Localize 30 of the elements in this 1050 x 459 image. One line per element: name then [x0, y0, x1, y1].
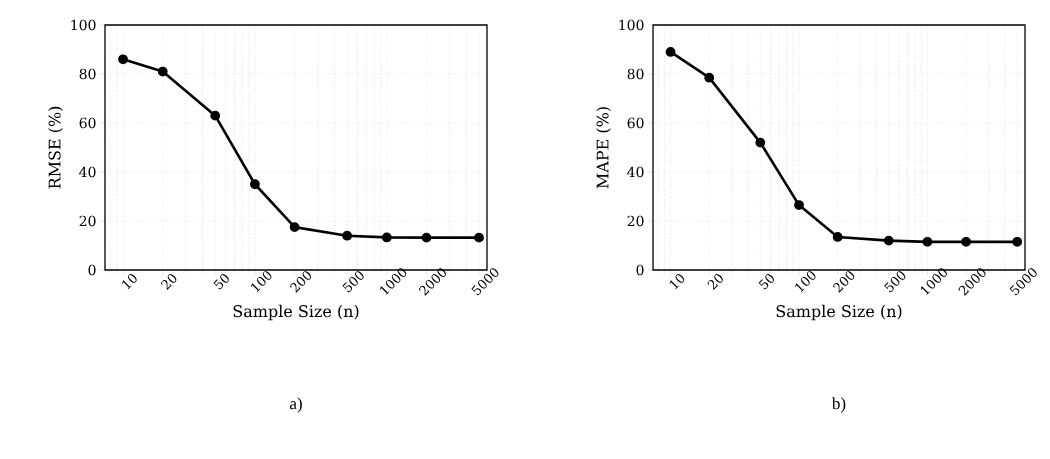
x-tick-label: 20: [160, 274, 177, 290]
y-tick-label: 100: [71, 19, 96, 31]
y-tick-label: 80: [79, 68, 96, 80]
y-tick-label: 0: [88, 264, 96, 276]
x-tick-label: 10: [122, 274, 137, 290]
text: b): [831, 397, 846, 413]
y-tick-label: 60: [627, 117, 644, 129]
x-tick-label: 50: [758, 274, 774, 290]
x-tick-label: 50: [213, 274, 229, 290]
y-tick-label: 20: [79, 215, 96, 227]
y-tick-label: 100: [619, 19, 644, 31]
y-tick-label: 40: [627, 166, 644, 178]
x-tick-label: 10: [669, 274, 685, 290]
text: a): [290, 397, 302, 413]
y-tick-label: 0: [636, 264, 644, 276]
x-tick-label: 100: [795, 271, 816, 293]
x-axis-title: Sample Size (n): [233, 304, 359, 321]
y-tick-label: 40: [79, 166, 96, 178]
x-tick-label: 500: [884, 271, 906, 293]
y-tick-label: 80: [627, 68, 644, 80]
x-tick-label: 200: [289, 271, 312, 293]
y-axis-title: RMSE (%): [48, 106, 63, 189]
x-tick-label: 500: [342, 271, 364, 293]
y-axis-title: MAPE (%): [596, 107, 611, 189]
y-tick-label: 20: [627, 215, 644, 227]
x-axis-title: Sample Size (n): [776, 304, 902, 321]
y-tick-label: 60: [79, 117, 96, 129]
x-tick-label: 200: [832, 271, 855, 293]
x-tick-label: 100: [251, 271, 272, 293]
x-tick-label: 20: [707, 274, 723, 290]
